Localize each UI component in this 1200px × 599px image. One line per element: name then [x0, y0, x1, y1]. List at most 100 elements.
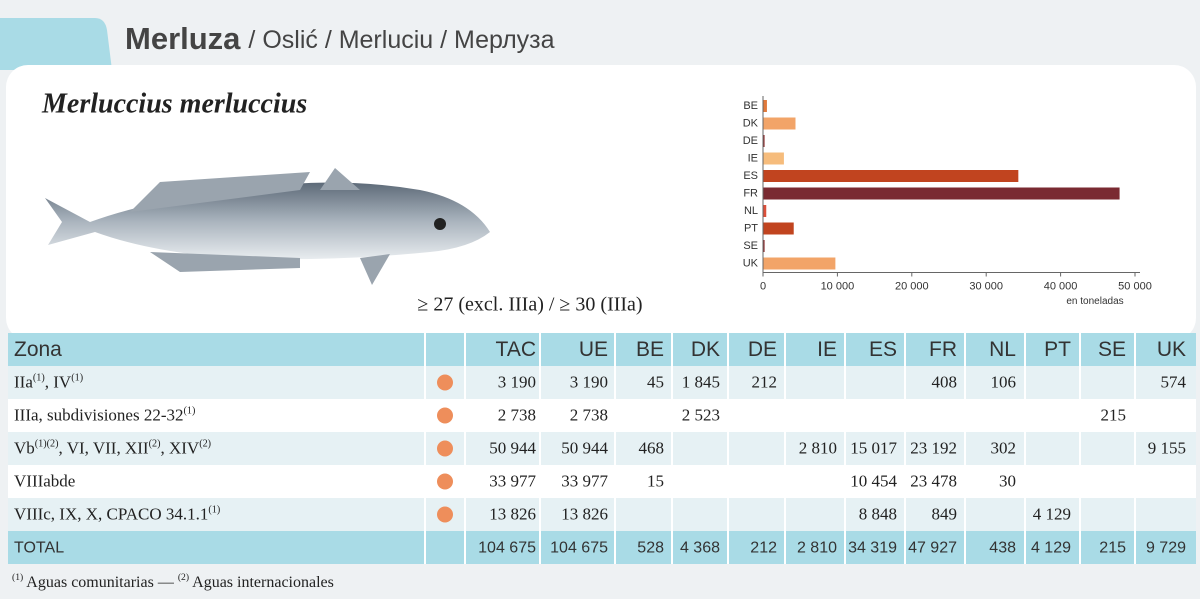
bar — [763, 135, 765, 147]
bar — [763, 170, 1019, 182]
bar — [763, 100, 767, 112]
text-part: Vb — [14, 438, 35, 457]
column-header: Zona — [14, 338, 62, 361]
size: ≥ 27 (excl. IIIa) / ≥ 30 (IIIa) — [417, 294, 642, 316]
superscript: (1) — [71, 372, 83, 383]
category-label: PT — [744, 222, 758, 234]
x-tick-label: 50 000 — [1118, 280, 1152, 292]
category-label: IE — [748, 152, 758, 164]
text-part: IIa — [14, 372, 33, 391]
zone-dot — [437, 407, 453, 424]
text-part: Aguas internacionales — [189, 574, 334, 591]
table-cell: 468 — [639, 438, 665, 457]
table-cell: 2 738 — [498, 405, 536, 424]
bar — [763, 257, 836, 270]
column-header: PT — [1044, 338, 1071, 361]
text-part: , IV — [45, 372, 72, 391]
total-cell: 104 675 — [550, 540, 608, 557]
header-tab — [0, 18, 112, 70]
rich-text: IIa(1), IV(1) — [14, 372, 83, 391]
total-cell: 9 729 — [1146, 540, 1186, 557]
table-cell: 574 — [1161, 372, 1187, 391]
table-cell: 30 — [999, 471, 1016, 490]
text-part: , XIV — [160, 438, 199, 457]
bar — [763, 222, 794, 235]
rich-text: VIIIabde — [14, 471, 75, 490]
column-header: TAC — [496, 338, 536, 361]
total-cell: 528 — [637, 540, 664, 557]
x-tick-label: 20 000 — [895, 280, 929, 292]
table-cell: 13 826 — [561, 504, 608, 523]
superscript: (1)(2) — [35, 438, 59, 449]
table-cell: 302 — [991, 438, 1017, 457]
column-header: UE — [579, 338, 608, 361]
bar — [763, 205, 767, 217]
title: Merluza / Oslić / Merluciu / Мерлуза — [125, 21, 555, 56]
superscript: (1) — [208, 504, 220, 515]
superscript: (2) — [149, 438, 161, 449]
total-cell: 215 — [1099, 540, 1126, 557]
table-cell: 3 190 — [570, 372, 608, 391]
zone-dot — [437, 440, 453, 457]
table-cell: 50 944 — [489, 438, 536, 457]
fish-eye — [434, 218, 446, 230]
total-cell: 34 319 — [848, 540, 897, 557]
table-row — [8, 465, 1196, 498]
x-tick-label: 0 — [760, 280, 766, 292]
column-header: DE — [748, 338, 777, 361]
title-sub: / Oslić / Merluciu / Мерлуза — [248, 26, 554, 54]
column-header: BE — [636, 338, 664, 361]
bar — [763, 152, 784, 165]
category-label: DE — [743, 135, 758, 147]
superscript: (1) — [33, 372, 45, 383]
x-axis-label: en toneladas — [1066, 296, 1123, 307]
table-cell: 33 977 — [561, 471, 608, 490]
category-label: ES — [743, 170, 758, 182]
text-part: , VI, VII, XII — [59, 438, 149, 457]
table-cell: 3 190 — [498, 372, 536, 391]
category-label: BE — [743, 100, 758, 112]
table-cell: 50 944 — [561, 438, 608, 457]
table-cell: 9 155 — [1148, 438, 1186, 457]
total-cell: 104 675 — [478, 540, 536, 557]
fish-fins — [130, 168, 390, 285]
table-cell: 2 523 — [682, 405, 720, 424]
table-cell: 2 738 — [570, 405, 608, 424]
category-label: SE — [743, 240, 758, 252]
table-row — [8, 399, 1196, 432]
rich-text: VIIIc, IX, X, CPACO 34.1.1(1) — [14, 504, 220, 523]
table-cell: 13 826 — [489, 504, 536, 523]
text-part: VIIIabde — [14, 471, 75, 490]
bar — [763, 240, 765, 252]
rich-text: Vb(1)(2), VI, VII, XII(2), XIV(2) — [14, 438, 211, 457]
table-cell: 8 848 — [859, 504, 897, 523]
table-cell: 10 454 — [850, 471, 897, 490]
x-tick-label: 40 000 — [1044, 280, 1078, 292]
zone-dot — [437, 473, 453, 490]
header-row — [8, 333, 1196, 366]
table-cell: 408 — [932, 372, 958, 391]
table-row — [8, 366, 1196, 399]
table-cell: 23 192 — [910, 438, 957, 457]
rich-text: (1) Aguas comunitarias — (2) Aguas inter… — [12, 572, 334, 591]
category-label: FR — [743, 187, 758, 199]
superscript: (1) — [12, 572, 23, 583]
table-cell: 2 810 — [799, 438, 837, 457]
bar — [763, 187, 1120, 200]
card — [6, 65, 1196, 340]
x-tick-label: 10 000 — [821, 280, 855, 292]
zone-dot — [437, 374, 453, 391]
table-cell: 1 845 — [682, 372, 720, 391]
column-header: SE — [1098, 338, 1126, 361]
table-cell: 23 478 — [910, 471, 957, 490]
zone-dot — [437, 506, 453, 523]
text-part: VIIIc, IX, X, CPACO 34.1.1 — [14, 504, 208, 523]
x-tick-label: 30 000 — [969, 280, 1003, 292]
total-cell: 4 368 — [680, 540, 720, 557]
superscript: (2) — [178, 572, 189, 583]
text-part: IIIa, subdivisiones 22-32 — [14, 405, 184, 424]
table-row — [8, 432, 1196, 465]
species: Merluccius merluccius — [41, 88, 307, 119]
table-cell: 4 129 — [1033, 504, 1071, 523]
table-cell: 106 — [991, 372, 1017, 391]
